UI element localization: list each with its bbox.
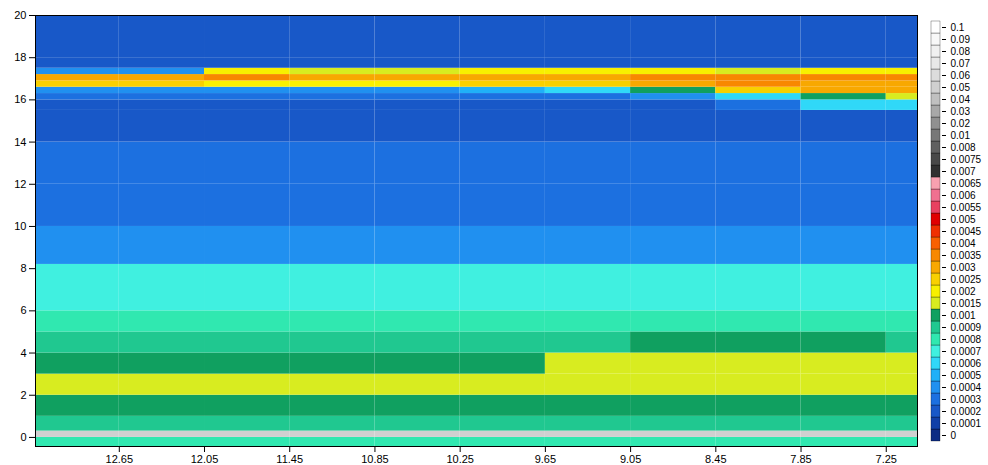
svg-text:9.05: 9.05	[620, 453, 641, 464]
svg-text:0.001: 0.001	[951, 310, 976, 321]
svg-text:0: 0	[951, 430, 957, 441]
svg-text:0: 0	[20, 431, 26, 443]
svg-text:0.05: 0.05	[951, 82, 971, 93]
svg-text:0.0005: 0.0005	[951, 370, 982, 381]
svg-text:0.007: 0.007	[951, 166, 976, 177]
svg-text:0.004: 0.004	[951, 238, 976, 249]
svg-text:0.0007: 0.0007	[951, 346, 982, 357]
svg-text:12.05: 12.05	[191, 453, 219, 464]
svg-text:6: 6	[20, 304, 26, 316]
svg-text:0.06: 0.06	[951, 70, 971, 81]
svg-text:16: 16	[14, 93, 26, 105]
svg-text:11.45: 11.45	[276, 453, 303, 464]
svg-text:18: 18	[14, 51, 26, 63]
svg-text:12.65: 12.65	[106, 453, 134, 464]
svg-text:0.01: 0.01	[951, 130, 971, 141]
svg-text:0.006: 0.006	[951, 190, 976, 201]
svg-text:0.008: 0.008	[951, 142, 976, 153]
svg-text:0.0003: 0.0003	[951, 394, 982, 405]
svg-text:0.0006: 0.0006	[951, 358, 982, 369]
svg-text:10: 10	[14, 220, 26, 232]
svg-text:0.02: 0.02	[951, 118, 971, 129]
svg-text:8: 8	[20, 262, 26, 274]
svg-text:0.0075: 0.0075	[951, 154, 982, 165]
svg-text:0.1: 0.1	[951, 22, 965, 33]
svg-text:10.25: 10.25	[446, 453, 474, 464]
svg-text:0.09: 0.09	[951, 34, 971, 45]
svg-text:8.45: 8.45	[705, 453, 726, 464]
svg-text:0.0004: 0.0004	[951, 382, 982, 393]
svg-text:0.003: 0.003	[951, 262, 976, 273]
svg-text:0.0055: 0.0055	[951, 202, 982, 213]
svg-text:0.0001: 0.0001	[951, 418, 982, 429]
svg-text:9.65: 9.65	[535, 453, 556, 464]
svg-text:0.0025: 0.0025	[951, 274, 982, 285]
svg-text:0.08: 0.08	[951, 46, 971, 57]
svg-text:0.0065: 0.0065	[951, 178, 982, 189]
svg-text:0.0035: 0.0035	[951, 250, 982, 261]
svg-text:0.0008: 0.0008	[951, 334, 982, 345]
svg-text:0.03: 0.03	[951, 106, 971, 117]
svg-text:20: 20	[14, 9, 26, 21]
svg-text:10.85: 10.85	[361, 453, 389, 464]
svg-text:0.005: 0.005	[951, 214, 976, 225]
svg-text:2: 2	[20, 389, 26, 401]
svg-text:0.0002: 0.0002	[951, 406, 982, 417]
svg-text:0.04: 0.04	[951, 94, 971, 105]
svg-text:12: 12	[14, 178, 26, 190]
svg-text:7.25: 7.25	[876, 453, 897, 464]
svg-text:0.0015: 0.0015	[951, 298, 982, 309]
svg-text:7.85: 7.85	[790, 453, 811, 464]
svg-text:14: 14	[14, 136, 26, 148]
svg-text:0.0045: 0.0045	[951, 226, 982, 237]
svg-text:0.0009: 0.0009	[951, 322, 982, 333]
svg-text:0.07: 0.07	[951, 58, 971, 69]
svg-text:0.002: 0.002	[951, 286, 976, 297]
svg-text:4: 4	[20, 347, 26, 359]
